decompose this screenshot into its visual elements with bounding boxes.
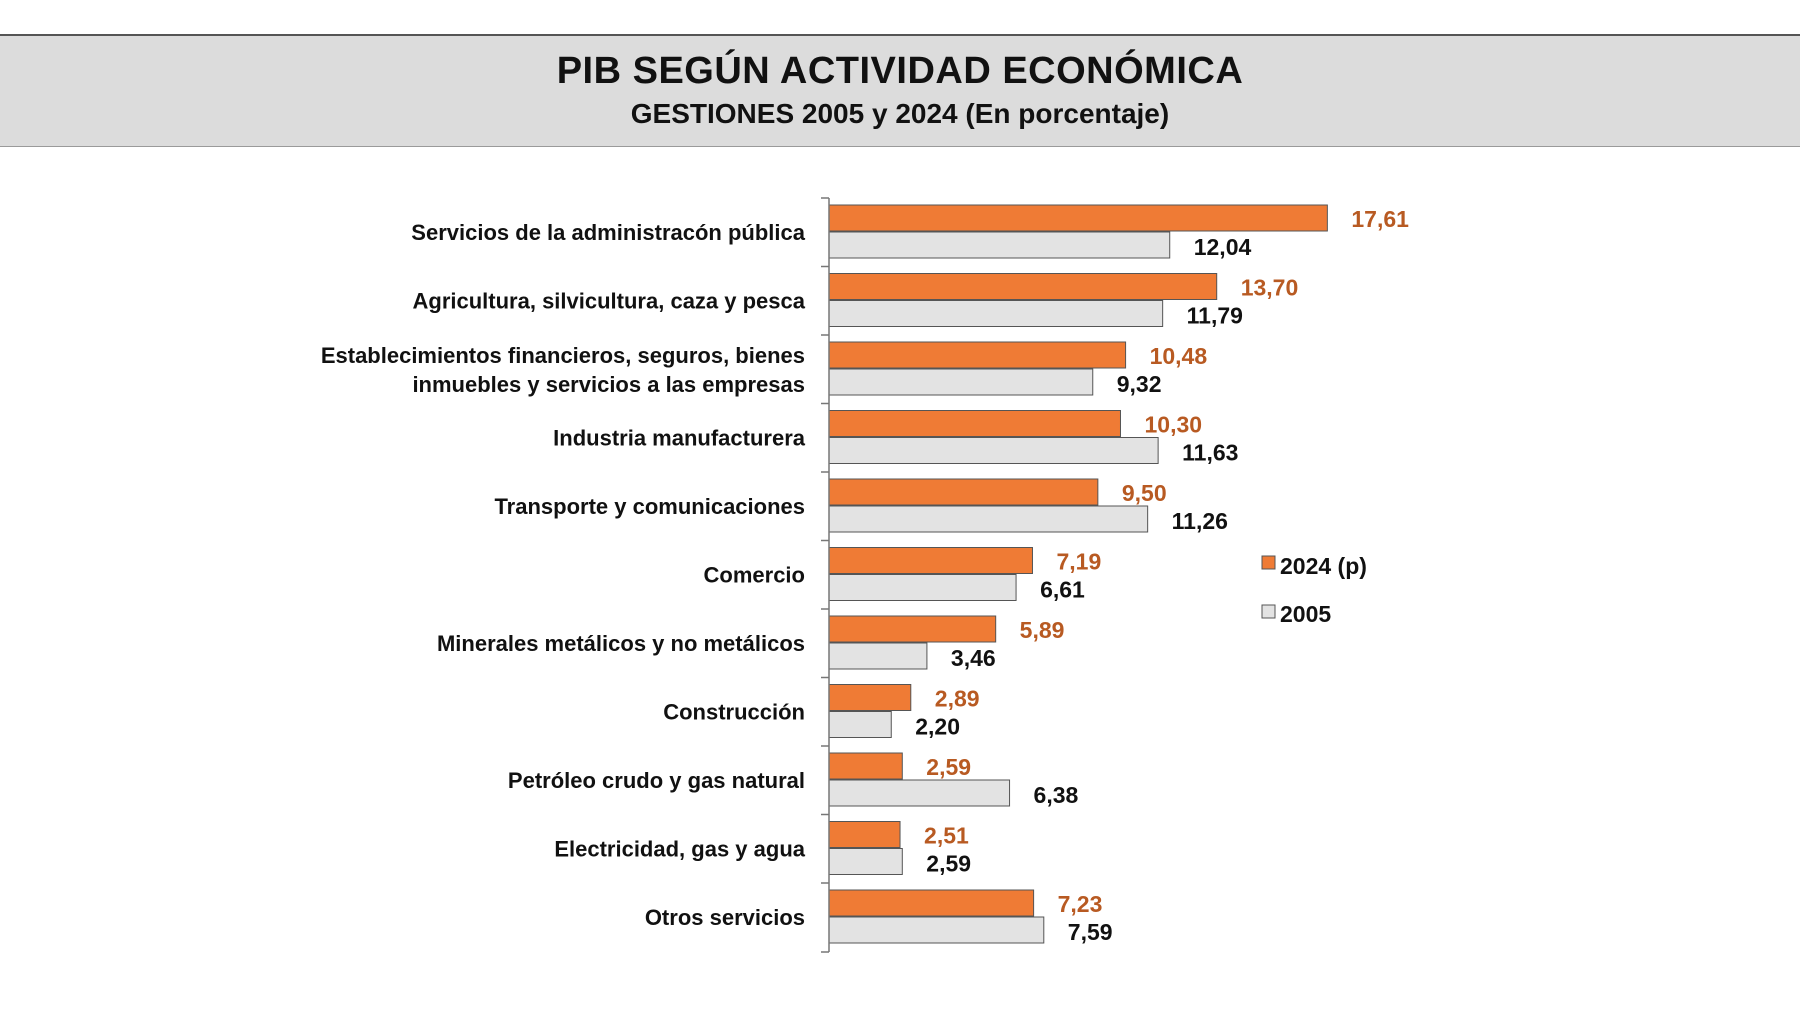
data-label-2024: 2,51	[924, 823, 969, 849]
data-label-2024: 10,48	[1150, 343, 1208, 369]
bar-2024	[828, 889, 1035, 917]
bar-2005	[828, 916, 1045, 944]
bar-2005	[828, 642, 928, 670]
data-label-2024: 13,70	[1241, 275, 1299, 301]
category-label: Industria manufacturera	[553, 426, 806, 451]
data-label-2024: 2,59	[926, 754, 971, 780]
category-label: Otros servicios	[645, 905, 805, 930]
chart-subtitle: GESTIONES 2005 y 2024 (En porcentaje)	[630, 98, 1170, 129]
data-label-2024: 5,89	[1020, 617, 1065, 643]
category-label: Comercio	[704, 563, 805, 588]
data-label-2024: 7,23	[1058, 891, 1103, 917]
data-label-2005: 12,04	[1194, 234, 1252, 260]
data-label-2024: 9,50	[1122, 480, 1167, 506]
bar-2024	[828, 478, 1099, 506]
bar-2024	[828, 615, 997, 643]
data-label-2005: 7,59	[1068, 919, 1113, 945]
data-label-2005: 6,61	[1040, 577, 1085, 603]
data-label-2024: 2,89	[935, 686, 980, 712]
data-label-2005: 11,63	[1182, 440, 1238, 466]
bar-2005	[828, 505, 1149, 533]
legend-swatch-2024	[1261, 555, 1276, 570]
category-label-line: inmuebles y servicios a las empresas	[412, 372, 805, 397]
title-band: PIB SEGÚN ACTIVIDAD ECONÓMICA GESTIONES …	[0, 34, 1800, 147]
data-label-2024: 10,30	[1144, 412, 1202, 438]
bar-2005	[828, 779, 1011, 807]
legend-label-2005: 2005	[1280, 601, 1331, 627]
bar-2024	[828, 752, 903, 780]
category-label: Servicios de la administracón pública	[411, 220, 805, 245]
bar-2024	[828, 684, 912, 711]
bar-2005	[828, 848, 903, 875]
bar-2005	[828, 711, 892, 738]
category-label: Construcción	[663, 700, 805, 725]
bar-2024	[828, 547, 1033, 574]
bar-2005	[828, 437, 1159, 464]
bar-2024	[828, 273, 1218, 300]
bar-2005	[828, 368, 1094, 396]
data-label-2024: 17,61	[1351, 206, 1409, 232]
data-label-2005: 9,32	[1117, 371, 1162, 397]
data-label-2005: 3,46	[951, 645, 996, 671]
data-label-2024: 7,19	[1056, 549, 1101, 575]
category-label: Agricultura, silvicultura, caza y pesca	[413, 289, 806, 314]
data-label-2005: 2,20	[915, 714, 960, 740]
chart-title: PIB SEGÚN ACTIVIDAD ECONÓMICA	[556, 50, 1244, 92]
bar-2024	[828, 204, 1328, 232]
category-label: Minerales metálicos y no metálicos	[437, 631, 805, 656]
category-label: Electricidad, gas y agua	[554, 837, 805, 862]
bar-2005	[828, 574, 1017, 601]
data-label-2005: 11,79	[1187, 303, 1243, 329]
data-label-2005: 2,59	[926, 851, 971, 877]
category-label: Transporte y comunicaciones	[494, 494, 805, 519]
legend-label-2024: 2024 (p)	[1280, 553, 1367, 579]
bar-2024	[828, 410, 1121, 437]
category-label: Establecimientos financieros, seguros, b…	[321, 343, 805, 397]
data-label-2005: 6,38	[1034, 782, 1079, 808]
data-label-2005: 11,26	[1172, 508, 1228, 534]
category-label: Petróleo crudo y gas natural	[508, 768, 805, 793]
category-label-line: Establecimientos financieros, seguros, b…	[321, 343, 805, 368]
bar-2005	[828, 300, 1164, 327]
bar-2024	[828, 341, 1127, 369]
bar-2005	[828, 231, 1171, 259]
legend-swatch-2005	[1261, 604, 1276, 619]
bar-2024	[828, 821, 901, 848]
